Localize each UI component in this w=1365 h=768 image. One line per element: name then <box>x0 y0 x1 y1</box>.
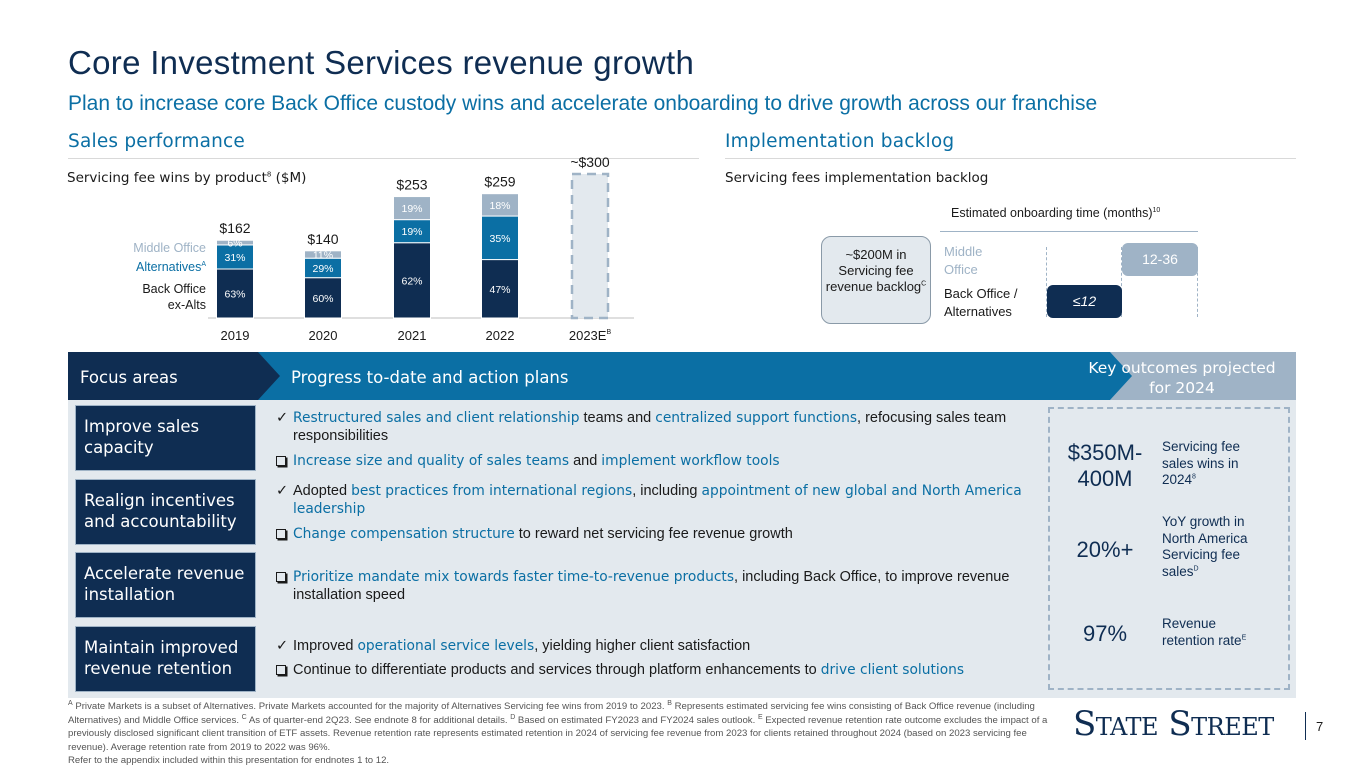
bar-segment <box>393 242 431 319</box>
timeline-divider <box>1121 247 1122 317</box>
focus-band <box>68 352 1296 400</box>
progress-item: ✓ Adopted best practices from internatio… <box>276 483 1022 517</box>
x-tick-label: 2020 <box>309 328 338 343</box>
bar-total-label: $140 <box>307 231 338 247</box>
range-back-office: ≤12 <box>1047 285 1122 318</box>
outcome-value-sales-wins: $350M-400M <box>1067 440 1143 491</box>
chart-subtitle: Servicing fee wins by product8 ($M) <box>67 170 307 186</box>
footnotes: A Private Markets is a subset of Alterna… <box>68 699 1048 767</box>
band-focus-areas: Focus areas <box>80 368 178 387</box>
bar-segment <box>481 259 519 319</box>
outcome-value-retention: 97% <box>1082 621 1128 646</box>
page-title: Core Investment Services revenue growth <box>68 44 695 81</box>
focus-area-incentives: Realign incentives and accountability <box>75 479 256 545</box>
checkbox-icon <box>276 568 290 586</box>
check-icon: ✓ <box>276 638 289 654</box>
page-subtitle: Plan to increase core Back Office custod… <box>68 92 1098 115</box>
focus-area-revenue-installation: Accelerate revenue installation <box>75 552 256 618</box>
page-number: 7 <box>1316 719 1324 734</box>
bar-total-label: $253 <box>396 177 427 193</box>
x-tick-label: 2022 <box>486 328 515 343</box>
checkbox-icon <box>276 525 290 543</box>
focus-panel <box>68 400 1296 698</box>
bar-segment-label: 18% <box>489 200 510 212</box>
x-tick-label: 2019 <box>221 328 250 343</box>
focus-area-revenue-retention: Maintain improved revenue retention <box>75 626 256 692</box>
action-item: Change compensation structure to reward … <box>276 525 1026 543</box>
bar-segment <box>216 244 254 270</box>
check-icon: ✓ <box>276 483 289 499</box>
bar-segment <box>216 239 254 246</box>
bar-segment-label: 63% <box>224 289 245 301</box>
sales-heading: Sales performance <box>68 131 246 152</box>
bar-total-label: ~$300 <box>570 154 610 170</box>
timeline-divider <box>1046 247 1047 317</box>
bar-total-label: $259 <box>484 174 515 190</box>
action-item: Continue to differentiate products and s… <box>276 661 1036 679</box>
bar-segment <box>304 250 342 259</box>
onboarding-time-label: Estimated onboarding time (months)10 <box>951 206 1161 220</box>
progress-item: ✓ Improved operational service levels, y… <box>276 638 751 654</box>
progress-item: ✓ Restructured sales and client relation… <box>276 410 1007 444</box>
range-middle-office: 12-36 <box>1122 243 1198 276</box>
bar-segment-label: 29% <box>312 263 333 275</box>
band-progress: Progress to-date and action plans <box>291 368 569 387</box>
sales-divider <box>68 158 699 159</box>
sales-chart: 63% 31% 6% $162 2019 60% 29% 11% $140 2020 62% 19% 1… <box>208 154 634 343</box>
impl-subtitle: Servicing fees implementation backlog <box>725 170 989 186</box>
row-label-back-office: Back Office / Alternatives <box>944 286 1018 319</box>
bar-segment-label: 62% <box>401 275 422 287</box>
check-icon: ✓ <box>276 410 289 426</box>
bar-estimate <box>570 172 610 320</box>
checkbox-icon <box>276 452 290 470</box>
row-label-middle-office: Middle Office <box>944 244 983 277</box>
outcome-text-retention: Revenue retention rateE <box>1162 616 1247 648</box>
bar-segment-label: 6% <box>227 238 242 250</box>
impl-heading: Implementation backlog <box>725 131 955 152</box>
onboarding-rule <box>940 231 1198 232</box>
backlog-callout: ~$200M in Servicing fee revenue backlogC <box>821 236 931 324</box>
legend-alternatives: AlternativesA <box>136 260 206 274</box>
state-street-logo: State Street <box>1073 704 1274 744</box>
outcome-text-sales-wins: Servicing fee sales wins in 20248 <box>1162 439 1241 487</box>
action-item: Increase size and quality of sales teams… <box>276 452 1026 470</box>
x-tick-label: 2021 <box>398 328 427 343</box>
bar-segment <box>304 277 342 319</box>
outcome-text-na-growth: YoY growth in North America Servicing fe… <box>1162 514 1248 579</box>
bar-segment-label: 31% <box>224 252 245 264</box>
impl-divider <box>725 158 1296 159</box>
band-key-outcomes: Key outcomes projected for 2024 <box>1088 359 1276 397</box>
legend-back-office: Back Office ex-Alts <box>142 282 206 312</box>
bar-segment-label: 19% <box>401 203 422 215</box>
bar-segment-label: 11% <box>313 249 333 261</box>
bar-segment <box>216 268 254 319</box>
legend-middle-office: Middle Office <box>133 241 206 255</box>
bar-segment <box>481 193 519 217</box>
key-outcomes-box <box>1048 407 1290 690</box>
timeline-divider <box>1197 247 1198 317</box>
focus-area-sales-capacity: Improve sales capacity <box>75 405 256 471</box>
outcome-value-na-growth: 20%+ <box>1076 537 1134 562</box>
logo-divider <box>1305 712 1306 740</box>
bar-segment-label: 60% <box>312 293 333 305</box>
bar-segment <box>393 196 431 221</box>
action-item: Prioritize mandate mix towards faster ti… <box>276 568 1026 604</box>
bar-segment-label: 35% <box>489 233 510 245</box>
bar-segment-label: 47% <box>489 284 510 296</box>
bar-total-label: $162 <box>219 220 250 236</box>
bar-segment-label: 19% <box>401 226 422 238</box>
x-tick-label: 2023EB <box>569 328 612 343</box>
checkbox-icon <box>276 661 290 679</box>
